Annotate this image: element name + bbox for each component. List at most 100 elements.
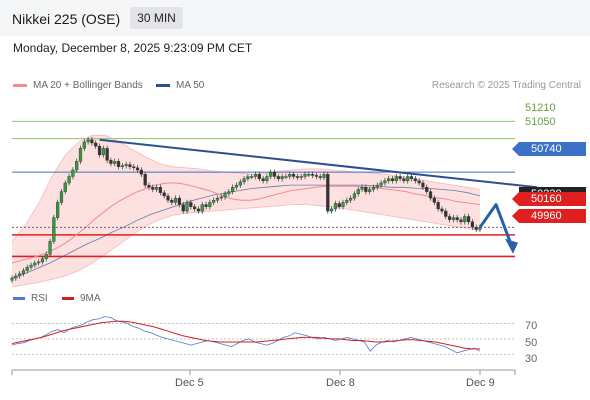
candle-body — [227, 191, 231, 194]
candle-body — [333, 203, 338, 210]
candle-body — [170, 200, 174, 203]
candle-body — [451, 217, 455, 220]
candle-body — [120, 165, 124, 167]
bollinger-upper-line — [11, 135, 481, 242]
candle-body — [10, 277, 14, 281]
candle-body — [174, 197, 178, 203]
bollinger-band-fill — [12, 135, 480, 287]
candle-body — [189, 202, 193, 207]
level-label-51050: 51050 — [525, 116, 556, 128]
candle-body — [413, 178, 417, 182]
candle-body — [276, 176, 280, 179]
candle-body — [406, 176, 410, 182]
candle-body — [409, 176, 414, 179]
candle-body — [48, 241, 52, 255]
candle-body — [231, 187, 235, 192]
candle-body — [223, 193, 227, 198]
candle-body — [379, 182, 383, 186]
legend-rsi-ma: 9MA — [62, 293, 101, 304]
candle-body — [375, 184, 379, 188]
candle-body — [212, 200, 216, 203]
candle-body — [238, 181, 242, 186]
candle-body — [383, 180, 387, 184]
candle-body — [314, 175, 318, 177]
candle-body — [425, 187, 429, 192]
candle-body — [470, 221, 474, 228]
candle-body — [196, 208, 201, 212]
candle-body — [18, 273, 22, 277]
candle-body — [284, 176, 288, 178]
candle-body — [440, 208, 444, 212]
candle-body — [288, 174, 292, 177]
candle-body — [234, 184, 239, 188]
candle-body — [71, 169, 75, 177]
chart-header: Nikkei 225 (OSE) 30 MIN — [0, 0, 590, 36]
rsi-tick-50: 50 — [525, 337, 538, 349]
candle-body — [86, 139, 90, 143]
candle-body — [97, 146, 102, 156]
candle-body — [360, 187, 364, 190]
candle-body — [158, 187, 162, 193]
level-tag-49960: 49960 — [512, 209, 586, 223]
candle-body — [29, 264, 33, 268]
level-tag-50740: 50740 — [512, 142, 586, 156]
candle-body — [447, 216, 452, 220]
rsi-ma-swatch — [62, 296, 74, 300]
candle-body — [78, 148, 83, 162]
ma50-swatch — [156, 83, 170, 87]
rsi-line — [11, 316, 481, 354]
candle-body — [151, 187, 155, 190]
candle-body — [63, 182, 67, 192]
candle-body — [295, 176, 299, 178]
rsi-ma-line — [11, 320, 480, 350]
rsi-swatch — [13, 296, 25, 300]
candle-body — [432, 197, 436, 203]
candle-body — [322, 174, 326, 178]
candle-body — [368, 189, 372, 192]
candle-body — [208, 202, 212, 207]
ma20-label: MA 20 + Bollinger Bands — [33, 80, 143, 91]
candle-body — [204, 204, 208, 207]
candle-body — [181, 204, 185, 212]
candle-body — [402, 178, 406, 182]
candle-body — [90, 139, 94, 144]
candle-body — [44, 254, 48, 259]
candle-body — [132, 166, 136, 169]
candle-body — [307, 174, 311, 176]
candle-body — [455, 217, 459, 220]
candle-body — [59, 191, 64, 203]
candle-body — [75, 161, 79, 171]
x-tick-dec9: Dec 9 — [466, 377, 495, 389]
candle-body — [352, 193, 357, 199]
candle-body — [82, 141, 86, 149]
timeframe-badge[interactable]: 30 MIN — [130, 7, 183, 29]
candle-body — [154, 187, 159, 190]
candle-body — [291, 174, 296, 177]
candle-body — [219, 196, 223, 199]
candle-body — [318, 176, 322, 178]
x-tick-dec5: Dec 5 — [175, 377, 204, 389]
forecast-arrow-head — [505, 238, 518, 254]
last-price-tag: 50230 — [519, 187, 586, 195]
ma50-line — [11, 184, 481, 279]
candle-body — [269, 171, 273, 177]
candle-body — [52, 217, 56, 242]
candle-body — [398, 176, 402, 179]
trendline — [99, 138, 538, 189]
candle-body — [356, 189, 360, 194]
legend-ma20: MA 20 + Bollinger Bands — [13, 80, 143, 91]
ma20-swatch — [13, 83, 27, 87]
candle-body — [390, 178, 395, 182]
candle-body — [147, 184, 151, 188]
candle-body — [101, 148, 105, 156]
candle-body — [105, 148, 109, 161]
forecast-arrow-line — [478, 203, 514, 248]
copyright: Research © 2025 Trading Central — [431, 80, 581, 91]
candle-body — [94, 142, 98, 147]
candle-body — [428, 191, 433, 199]
candle-body — [139, 169, 143, 175]
rsi-ma-label: 9MA — [80, 293, 101, 304]
candle-body — [177, 197, 182, 205]
candle-body — [257, 174, 261, 179]
